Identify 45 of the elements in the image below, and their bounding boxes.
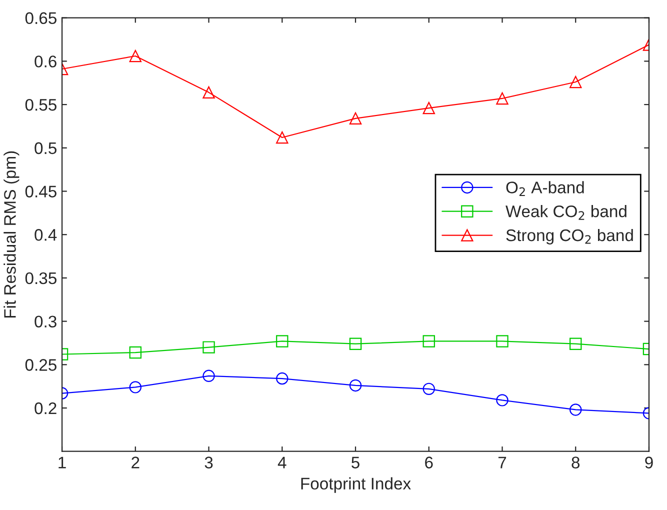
x-tick-label: 1 (58, 456, 66, 468)
y-tick-label: 0.35 (25, 272, 56, 284)
point (349, 379, 362, 392)
x-tick-label: 7 (498, 456, 506, 468)
y-tick-label: 0.65 (25, 12, 56, 24)
point (129, 346, 142, 359)
point (496, 335, 508, 348)
x-tick-label: 4 (278, 456, 286, 468)
legend-label: O$_{2}$ A-band (506, 181, 584, 196)
point (276, 335, 288, 348)
y-tick-label: 0.4 (34, 229, 57, 241)
x-tick-label: 3 (204, 456, 213, 468)
point (496, 92, 508, 105)
y-tick-label: 0.45 (25, 186, 56, 198)
y-tick-label: 0.55 (25, 98, 56, 111)
legend-label: Strong CO$_{2}$ band (506, 228, 633, 244)
y-tick-label: 0.3 (34, 316, 56, 328)
point (202, 370, 215, 382)
point (276, 131, 288, 144)
point (570, 76, 582, 88)
point (349, 112, 362, 125)
point (202, 341, 215, 354)
point (129, 50, 142, 62)
y-tick-label: 0.25 (25, 359, 56, 371)
x-tick-label: 8 (572, 456, 580, 468)
x-axis-title: Footprint Index (301, 477, 411, 493)
point (422, 382, 435, 396)
y-tick-label: 0.6 (34, 56, 56, 68)
x-tick-label: 5 (352, 456, 360, 468)
y-tick-label: 0.2 (34, 402, 56, 414)
point (349, 338, 362, 350)
x-tick-label: 2 (132, 456, 140, 468)
x-tick-label: 6 (425, 456, 433, 468)
point (202, 86, 215, 99)
x-tick-label: 9 (645, 456, 653, 468)
y-axis-title: Fit Residual RMS (pm) (4, 151, 20, 318)
point (570, 338, 582, 350)
point (570, 404, 582, 416)
point (422, 335, 435, 348)
point (129, 381, 142, 394)
point (496, 394, 508, 406)
y-tick-label: 0.5 (34, 142, 56, 154)
point (276, 372, 288, 385)
point (422, 102, 435, 114)
legend-label: Weak CO$_{2}$ band (506, 205, 626, 220)
